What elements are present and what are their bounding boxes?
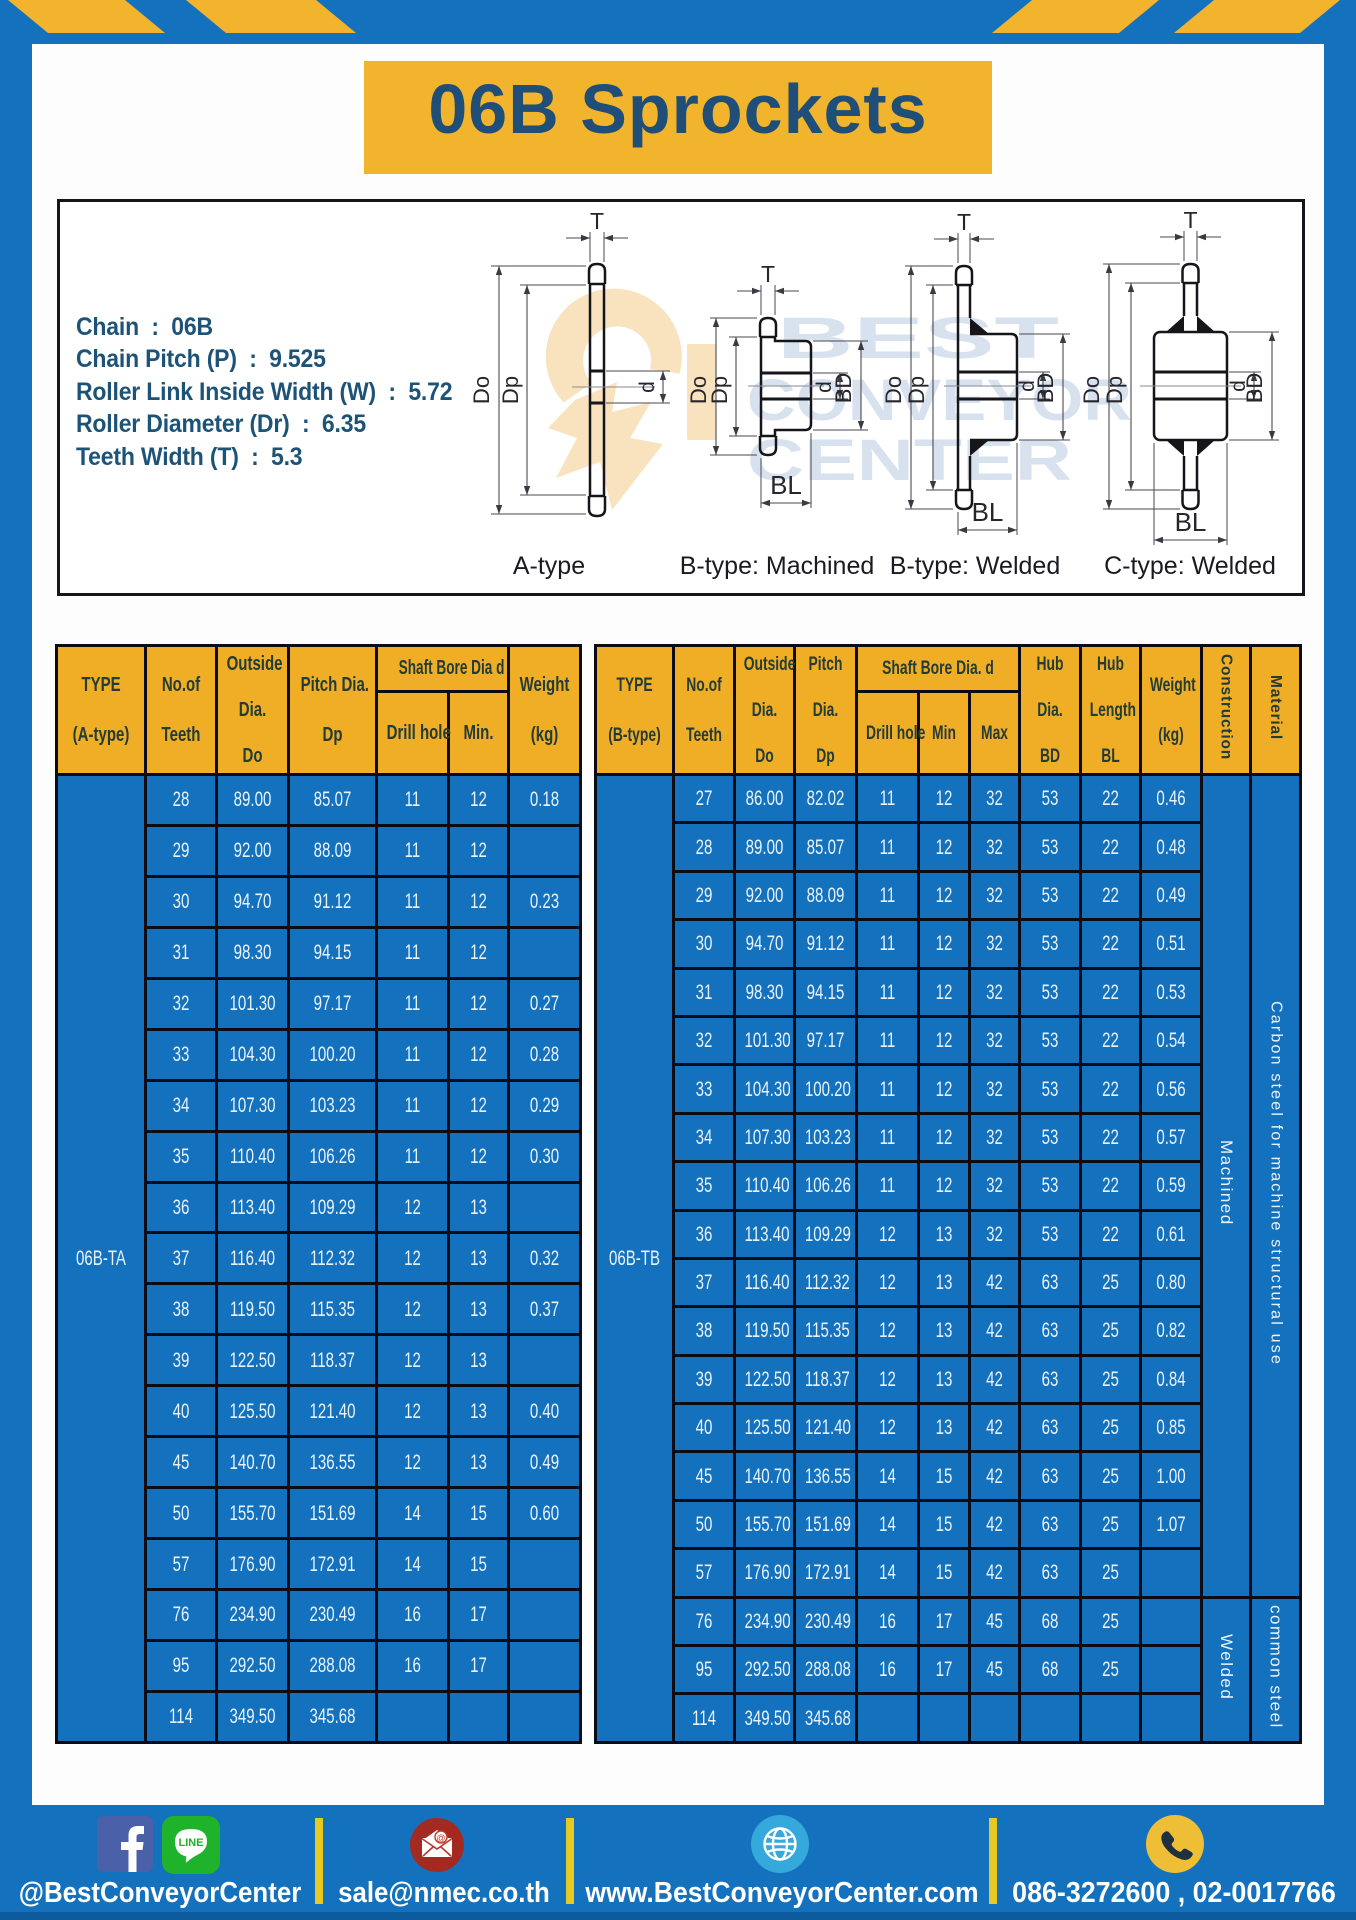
svg-text:T: T bbox=[957, 209, 971, 235]
svg-text:LINE: LINE bbox=[178, 1837, 203, 1849]
svg-text:B-type: Welded: B-type: Welded bbox=[890, 552, 1060, 580]
svg-text:B-type: Machined: B-type: Machined bbox=[680, 552, 875, 580]
svg-text:BEST: BEST bbox=[777, 306, 1059, 371]
svg-text:d: d bbox=[636, 381, 659, 393]
svg-text:T: T bbox=[1183, 207, 1197, 233]
svg-text:Dp: Dp bbox=[1102, 376, 1127, 404]
svg-text:T: T bbox=[590, 208, 604, 234]
svg-text:A-type: A-type bbox=[513, 552, 585, 580]
svg-text:T: T bbox=[761, 261, 775, 287]
svg-text:Dp: Dp bbox=[707, 376, 732, 404]
svg-text:d: d bbox=[813, 381, 836, 393]
svg-text:BD: BD bbox=[831, 373, 856, 404]
svg-text:d: d bbox=[1016, 380, 1039, 392]
svg-text:BD: BD bbox=[1242, 373, 1267, 404]
svg-text:@: @ bbox=[436, 1833, 445, 1843]
svg-text:CENTER: CENTER bbox=[747, 428, 1072, 493]
svg-text:Do: Do bbox=[881, 376, 906, 404]
svg-text:BL: BL bbox=[972, 497, 1004, 527]
svg-text:Do: Do bbox=[469, 376, 494, 404]
svg-text:d: d bbox=[1227, 380, 1250, 392]
svg-text:Do: Do bbox=[1079, 376, 1104, 404]
svg-text:BL: BL bbox=[1175, 507, 1207, 537]
svg-text:Dp: Dp bbox=[498, 376, 523, 404]
svg-text:BD: BD bbox=[1033, 373, 1058, 404]
svg-text:Dp: Dp bbox=[904, 376, 929, 404]
svg-text:C-type: Welded: C-type: Welded bbox=[1104, 552, 1276, 580]
svg-text:Do: Do bbox=[686, 376, 711, 404]
svg-text:BL: BL bbox=[770, 470, 802, 500]
